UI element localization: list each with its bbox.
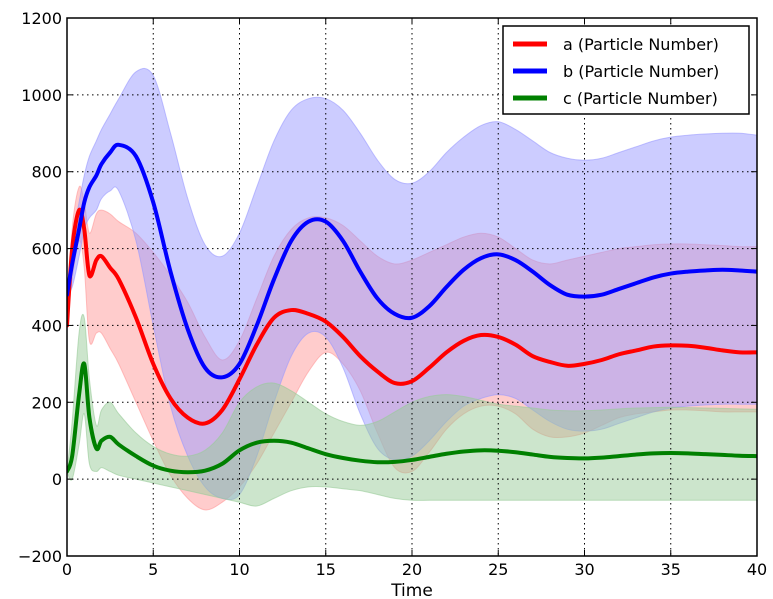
legend-label-3: c (Particle Number) (563, 89, 718, 108)
y-tick-label: 1000 (21, 86, 62, 105)
series-line-1 (67, 207, 757, 426)
x-tick-labels: 0 5 10 15 20 25 30 35 40 (62, 560, 767, 579)
x-tick-label: 0 (62, 560, 72, 579)
y-tick-label: −200 (18, 547, 62, 566)
legend: a (Particle Number) b (Particle Number) c … (502, 25, 750, 115)
series-lines (67, 142, 757, 475)
x-tick-label: 5 (148, 560, 158, 579)
x-tick-label: 15 (316, 560, 336, 579)
x-tick-label: 10 (229, 560, 249, 579)
y-tick-label: 1200 (21, 9, 62, 28)
x-tick-label: 40 (747, 560, 767, 579)
y-tick-label: 800 (31, 163, 62, 182)
legend-label-1: a (Particle Number) (563, 35, 719, 54)
x-tick-label: 30 (574, 560, 594, 579)
y-tick-labels: −200 0 200 400 600 800 1000 1200 (18, 9, 62, 566)
y-tick-label: 400 (31, 316, 62, 335)
x-axis-title: Time (390, 581, 433, 599)
legend-label-2: b (Particle Number) (563, 62, 719, 81)
y-tick-label: 0 (52, 470, 62, 489)
axis-ticks (66, 17, 758, 557)
legend-items: a (Particle Number) b (Particle Number) c … (513, 35, 719, 108)
series-line-3 (67, 361, 757, 475)
x-tick-label: 20 (402, 560, 422, 579)
y-tick-label: 600 (31, 240, 62, 259)
series-line-2 (67, 142, 757, 380)
x-tick-label: 25 (488, 560, 508, 579)
y-tick-label: 200 (31, 393, 62, 412)
x-tick-label: 35 (661, 560, 681, 579)
